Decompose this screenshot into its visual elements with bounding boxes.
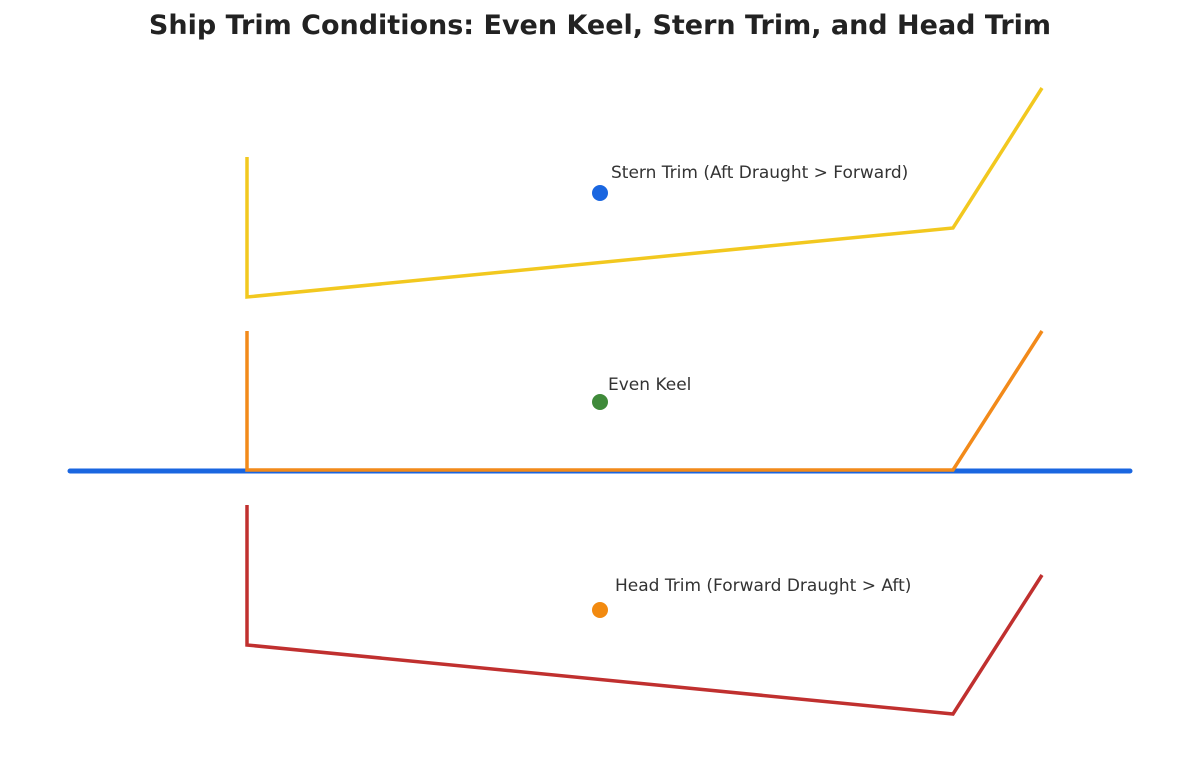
even-keel-label: Even Keel	[608, 375, 691, 395]
page-title: Ship Trim Conditions: Even Keel, Stern T…	[148, 10, 1052, 41]
head-trim-label: Head Trim (Forward Draught > Aft)	[615, 576, 911, 596]
even-keel-marker	[592, 394, 608, 410]
stern-trim-marker	[592, 185, 608, 201]
stern-trim-label: Stern Trim (Aft Draught > Forward)	[611, 163, 908, 183]
head-trim-marker	[592, 602, 608, 618]
even-keel-hull	[245, 330, 1044, 472]
head-trim-hull	[245, 505, 1044, 716]
stern-trim-hull	[245, 87, 1044, 299]
